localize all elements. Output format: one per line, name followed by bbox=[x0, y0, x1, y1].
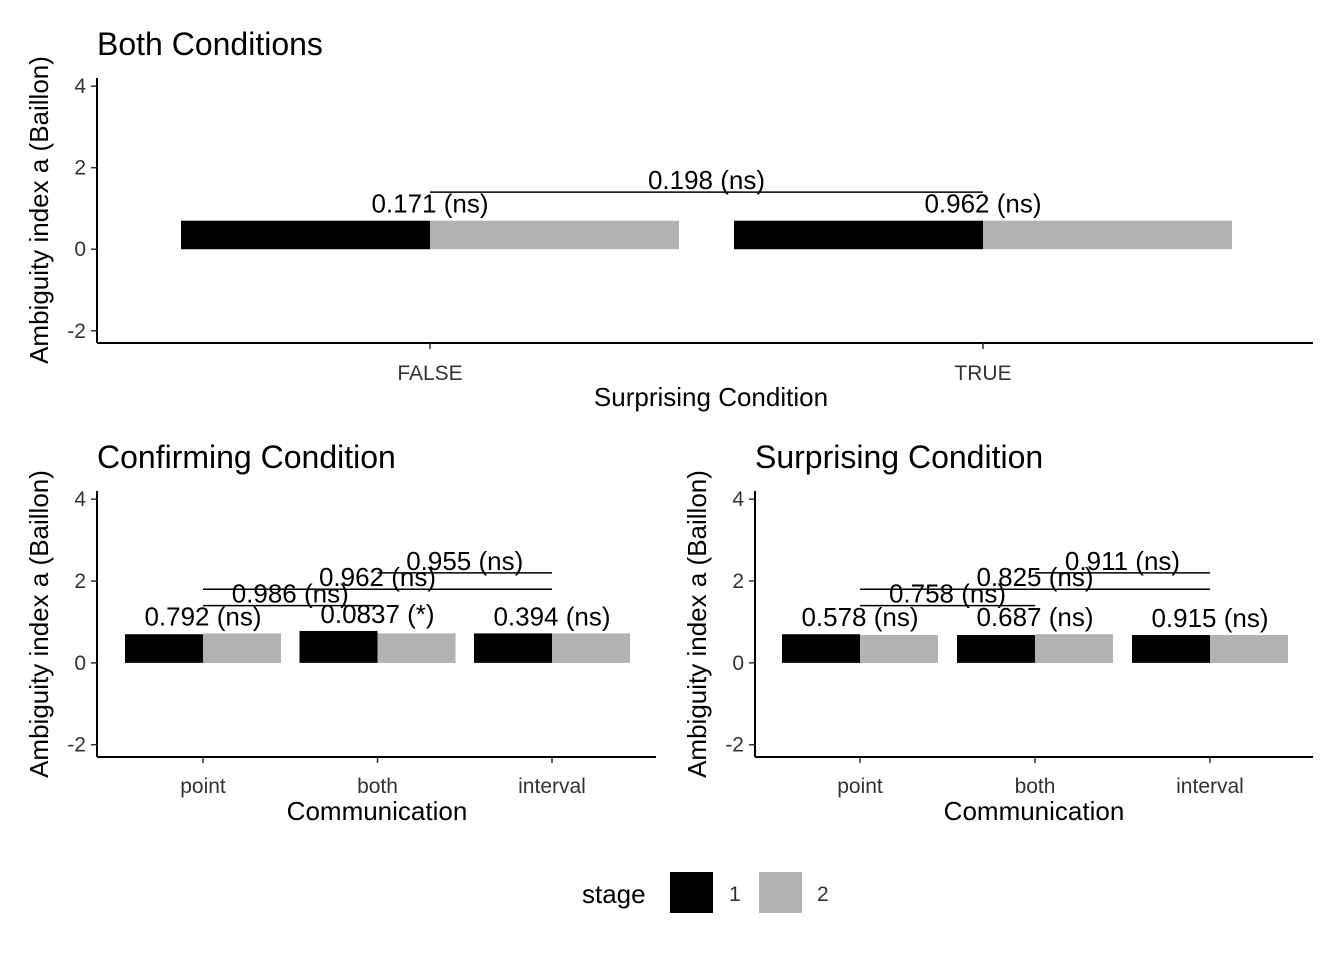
panel-both-conditions: Both Conditions Surprising Condition Amb… bbox=[24, 26, 1313, 412]
x-tick-label: both bbox=[357, 775, 398, 798]
legend: stage 1 2 bbox=[582, 872, 829, 913]
bar-stage-2-FALSE bbox=[430, 220, 679, 250]
y-tick-label: -2 bbox=[67, 320, 86, 343]
within-stage-pvalue-label: 0.578 (ns) bbox=[801, 602, 918, 632]
bar-stage-1-interval bbox=[1132, 635, 1210, 663]
bar-stage-2-both bbox=[377, 633, 456, 663]
y-tick-label: 4 bbox=[74, 75, 86, 98]
bar-stage-1-point bbox=[782, 634, 860, 663]
plot-area: -2 0 2 4 point 0.578 (ns) both 0.687 (ns) interv… bbox=[725, 488, 1313, 798]
x-tick-label: interval bbox=[1176, 775, 1244, 798]
within-stage-pvalue-label: 0.962 (ns) bbox=[924, 189, 1041, 219]
comparison-pvalue-label: 0.911 (ns) bbox=[1065, 546, 1180, 576]
comparison-pvalue-label: 0.986 (ns) bbox=[232, 579, 349, 609]
plot-area: -2 0 2 4 point 0.792 (ns) both 0.0837 (*) interv… bbox=[67, 488, 656, 798]
y-tick-label: 0 bbox=[74, 652, 86, 675]
legend-title: stage bbox=[582, 879, 646, 909]
y-tick-label: 2 bbox=[732, 570, 744, 593]
bar-stage-2-interval bbox=[1210, 635, 1288, 663]
comparison-pvalue-label: 0.962 (ns) bbox=[319, 562, 436, 592]
bar-stage-1-both bbox=[299, 630, 378, 663]
bar-stage-2-point bbox=[860, 635, 938, 663]
bar-stage-1-TRUE bbox=[734, 220, 983, 250]
x-axis-title: Communication bbox=[944, 796, 1125, 826]
panel-title: Both Conditions bbox=[97, 26, 323, 62]
x-tick-label: point bbox=[180, 775, 226, 798]
y-axis-title: Ambiguity index a (Baillon) bbox=[24, 56, 54, 364]
within-stage-pvalue-label: 0.171 (ns) bbox=[371, 189, 488, 219]
bar-stage-2-TRUE bbox=[983, 220, 1232, 250]
bar-stage-2-point bbox=[203, 633, 281, 663]
legend-swatch-stage-1 bbox=[670, 872, 713, 913]
comparison-pvalue-label: 0.758 (ns) bbox=[889, 579, 1006, 609]
x-axis-title: Surprising Condition bbox=[594, 382, 828, 412]
bar-stage-2-interval bbox=[552, 633, 630, 663]
comparison-pvalue-label: 0.198 (ns) bbox=[648, 165, 765, 195]
x-tick-label: point bbox=[837, 775, 883, 798]
legend-swatch-stage-2 bbox=[759, 872, 802, 913]
panel-title: Confirming Condition bbox=[97, 439, 396, 475]
y-tick-label: -2 bbox=[67, 734, 86, 757]
legend-label-stage-1: 1 bbox=[729, 883, 741, 906]
bar-stage-1-both bbox=[957, 635, 1035, 663]
within-stage-pvalue-label: 0.394 (ns) bbox=[493, 601, 610, 631]
bar-stage-1-point bbox=[125, 634, 203, 663]
y-tick-label: 2 bbox=[74, 570, 86, 593]
y-tick-label: -2 bbox=[725, 734, 744, 757]
within-stage-pvalue-label: 0.792 (ns) bbox=[144, 601, 261, 631]
panel-surprising-condition: Surprising Condition Communication Ambig… bbox=[682, 439, 1313, 826]
y-tick-label: 4 bbox=[732, 488, 744, 511]
y-tick-label: 4 bbox=[74, 488, 86, 511]
x-tick-label: TRUE bbox=[954, 362, 1011, 385]
y-tick-label: 2 bbox=[74, 157, 86, 180]
bar-stage-1-FALSE bbox=[181, 220, 430, 250]
x-tick-label: interval bbox=[518, 775, 586, 798]
panel-confirming-condition: Confirming Condition Communication Ambig… bbox=[24, 439, 656, 826]
comparison-pvalue-label: 0.955 (ns) bbox=[406, 546, 523, 576]
x-tick-label: both bbox=[1015, 775, 1056, 798]
legend-label-stage-2: 2 bbox=[817, 883, 829, 906]
panel-title: Surprising Condition bbox=[755, 439, 1043, 475]
x-axis-title: Communication bbox=[287, 796, 468, 826]
plot-area: -2 0 2 4 FALSE 0.171 (ns) TRUE 0.962 (ns) 0.198 … bbox=[67, 75, 1313, 385]
bar-stage-2-both bbox=[1035, 634, 1113, 663]
comparison-pvalue-label: 0.825 (ns) bbox=[976, 562, 1093, 592]
y-tick-label: 0 bbox=[74, 238, 86, 261]
within-stage-pvalue-label: 0.687 (ns) bbox=[976, 602, 1093, 632]
within-stage-pvalue-label: 0.915 (ns) bbox=[1151, 603, 1268, 633]
bar-stage-1-interval bbox=[474, 633, 552, 663]
y-axis-title: Ambiguity index a (Baillon) bbox=[682, 470, 712, 778]
within-stage-pvalue-label: 0.0837 (*) bbox=[320, 599, 434, 629]
y-tick-label: 0 bbox=[732, 652, 744, 675]
y-axis-title: Ambiguity index a (Baillon) bbox=[24, 470, 54, 778]
x-tick-label: FALSE bbox=[397, 362, 462, 385]
